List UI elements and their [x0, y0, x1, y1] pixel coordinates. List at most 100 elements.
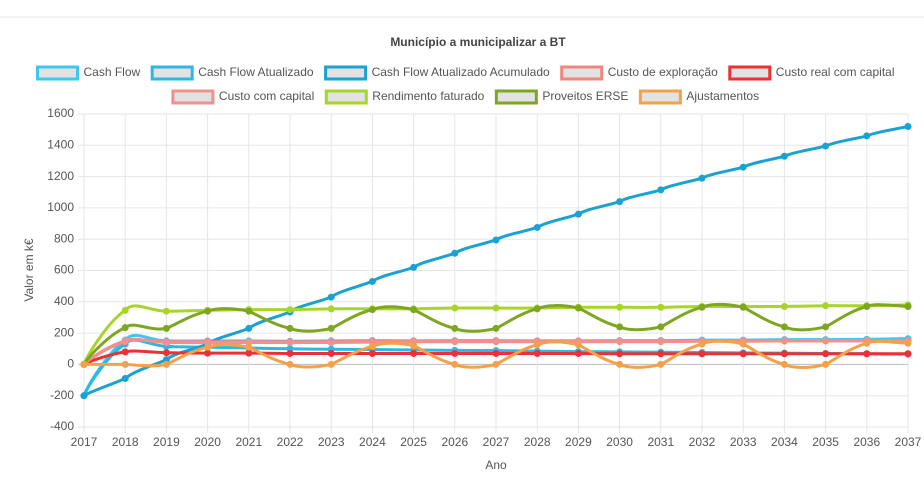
data-point	[739, 340, 747, 348]
data-point	[822, 323, 830, 331]
data-point	[327, 360, 335, 368]
x-tick-label: 2028	[524, 435, 551, 449]
data-point	[121, 306, 129, 314]
x-axis-label: Ano	[485, 458, 507, 472]
y-axis-label: Valor em k€	[22, 238, 36, 301]
y-tick-label: -400	[50, 419, 74, 433]
y-tick-label: 400	[54, 294, 74, 308]
data-point	[80, 360, 88, 368]
data-point	[780, 360, 788, 368]
data-point	[286, 360, 294, 368]
legend-label: Cash Flow Atualizado	[198, 65, 314, 79]
data-point	[780, 302, 788, 310]
y-tick-label: -200	[50, 388, 74, 402]
data-point	[368, 306, 376, 314]
x-tick-label: 2023	[318, 435, 345, 449]
data-point	[245, 349, 253, 357]
data-point	[162, 349, 170, 357]
legend-item: Cash Flow Atualizado	[150, 65, 314, 81]
y-tick-label: 1200	[47, 169, 74, 183]
x-tick-label: 2037	[895, 435, 922, 449]
data-point	[204, 343, 212, 351]
x-tick-label: 2032	[689, 435, 716, 449]
data-point	[533, 305, 541, 313]
data-point	[121, 337, 129, 345]
legend-label: Cash Flow Atualizado Acumulado	[372, 65, 550, 79]
data-point	[698, 303, 706, 311]
data-point	[162, 324, 170, 332]
legend-item: Ajustamentos	[638, 89, 759, 105]
data-point	[286, 349, 294, 357]
legend-swatch	[728, 65, 772, 81]
x-tick-label: 2025	[400, 435, 427, 449]
data-point	[410, 349, 418, 357]
data-point	[657, 338, 665, 346]
data-point	[780, 323, 788, 331]
data-point	[780, 152, 788, 160]
legend-label: Custo real com capital	[776, 65, 895, 79]
y-tick-label: 1400	[47, 137, 74, 151]
data-point	[616, 198, 624, 206]
data-point	[492, 304, 500, 312]
data-point	[616, 323, 624, 331]
data-point	[904, 302, 912, 310]
data-point	[863, 339, 871, 347]
legend-item: Cash Flow Atualizado Acumulado	[324, 65, 550, 81]
data-point	[368, 277, 376, 285]
data-point	[410, 263, 418, 271]
data-point	[121, 360, 129, 368]
data-point	[616, 360, 624, 368]
data-point	[863, 132, 871, 140]
data-point	[657, 323, 665, 331]
data-point	[492, 360, 500, 368]
data-point	[451, 338, 459, 346]
data-point	[822, 142, 830, 150]
data-point	[574, 304, 582, 312]
data-point	[410, 342, 418, 350]
legend-swatch	[494, 89, 538, 105]
y-tick-label: 800	[54, 231, 74, 245]
legend-item: Custo de exploração	[560, 65, 718, 81]
data-point	[904, 350, 912, 358]
data-point	[863, 302, 871, 310]
x-tick-label: 2036	[853, 435, 880, 449]
data-point	[657, 303, 665, 311]
data-point	[286, 338, 294, 346]
data-point	[739, 350, 747, 358]
data-point	[162, 307, 170, 315]
data-point	[492, 338, 500, 346]
data-point	[822, 350, 830, 358]
legend-label: Proveitos ERSE	[542, 89, 628, 103]
data-point	[904, 339, 912, 347]
legend-swatch	[324, 65, 368, 81]
legend-item: Cash Flow	[36, 65, 141, 81]
data-point	[286, 324, 294, 332]
legend: Cash Flow Cash Flow Atualizado Cash Flow A…	[36, 65, 895, 105]
data-point	[245, 324, 253, 332]
data-point	[204, 349, 212, 357]
y-tick-label: 1000	[47, 200, 74, 214]
legend-swatch	[324, 89, 368, 105]
data-point	[863, 350, 871, 358]
x-tick-label: 2018	[112, 435, 139, 449]
data-point	[451, 249, 459, 257]
legend-label: Custo de exploração	[608, 65, 718, 79]
data-point	[327, 324, 335, 332]
legend-swatch	[36, 65, 79, 81]
data-point	[616, 338, 624, 346]
data-point	[698, 340, 706, 348]
data-point	[698, 174, 706, 182]
data-point	[162, 360, 170, 368]
data-point	[574, 341, 582, 349]
x-tick-label: 2020	[194, 435, 221, 449]
legend-label: Custo com capital	[219, 89, 314, 103]
y-tick-label: 1600	[47, 106, 74, 120]
x-tick-label: 2034	[771, 435, 798, 449]
x-tick-label: 2027	[483, 435, 510, 449]
data-point	[492, 324, 500, 332]
data-point	[574, 349, 582, 357]
legend-item: Custo real com capital	[728, 65, 895, 81]
x-tick-label: 2035	[812, 435, 839, 449]
data-point	[574, 210, 582, 218]
